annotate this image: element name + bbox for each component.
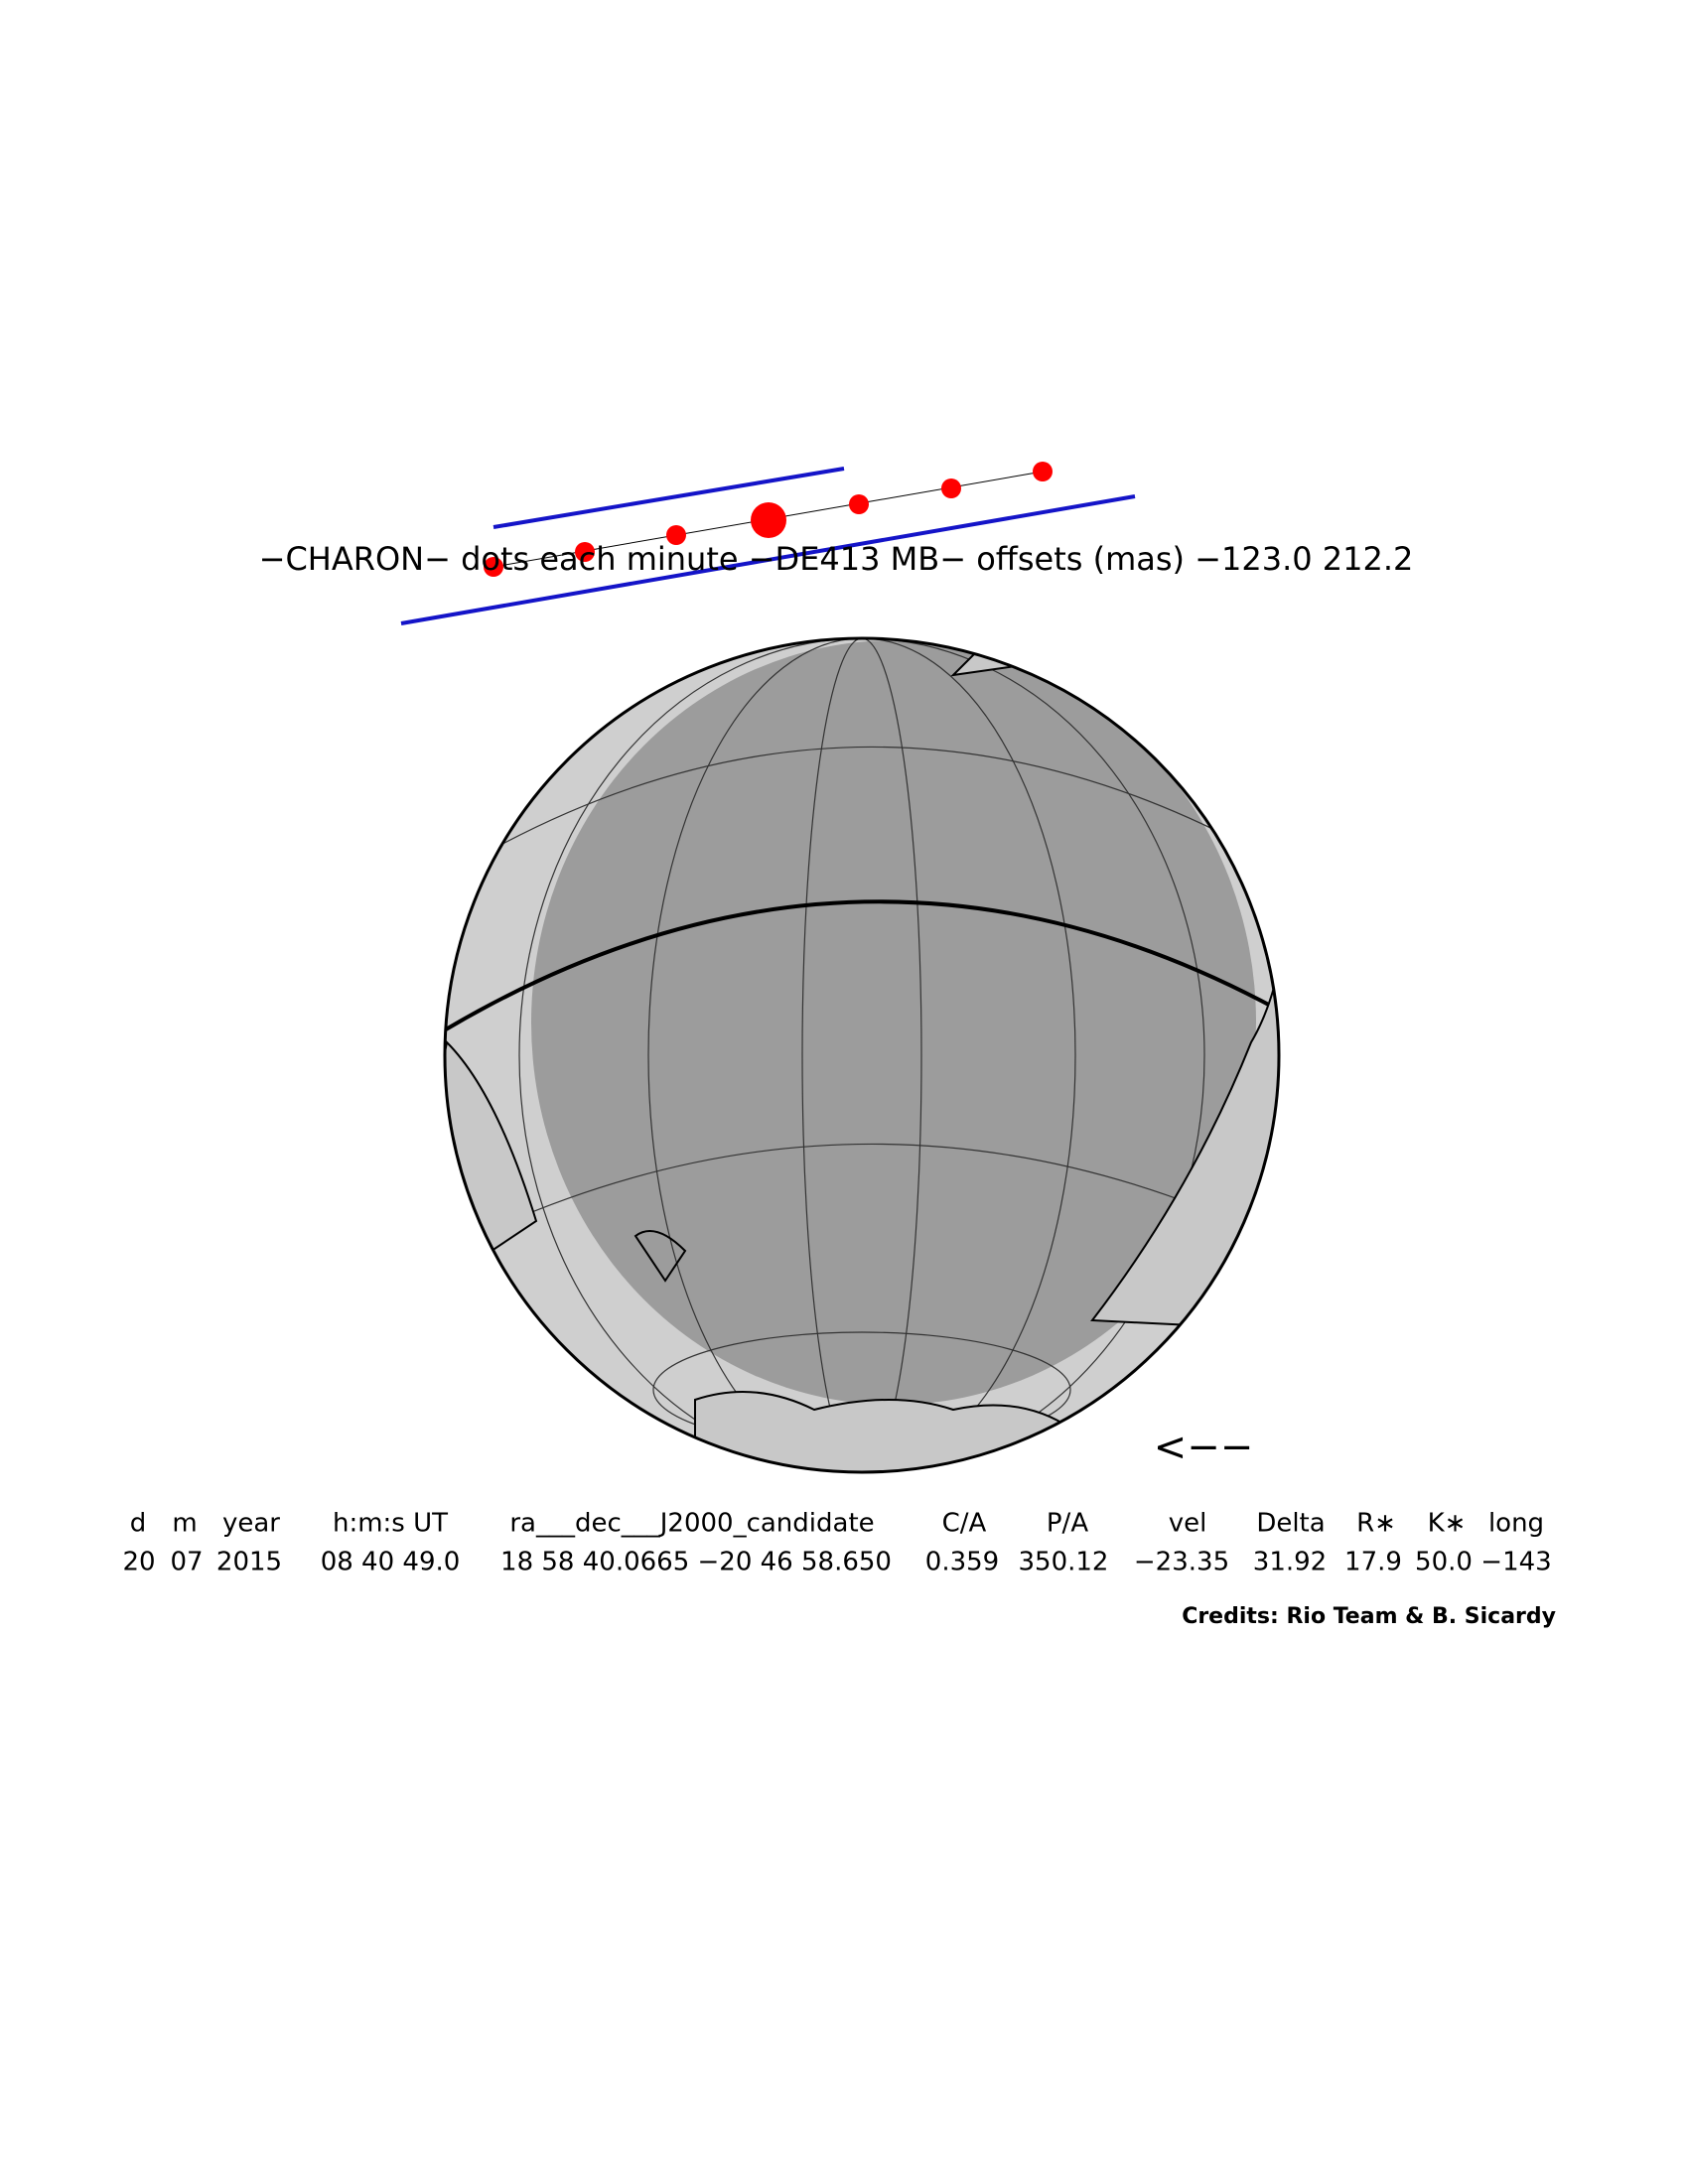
column-header: P/A [1047,1509,1088,1539]
minute-dot [1033,462,1053,481]
column-header: year [222,1509,280,1539]
column-value: −143 [1480,1548,1551,1577]
minute-dot [941,478,961,498]
shadow-path [400,462,1136,625]
direction-arrow: <−− [1154,1425,1254,1470]
globe-outline [443,636,1281,1474]
shadow-limit [492,467,845,529]
graticule [445,638,1279,1472]
column-header: ra___dec___J2000_candidate [509,1509,874,1539]
column-value: 31.92 [1253,1548,1327,1577]
equator [445,899,1279,1031]
column-value: 350.12 [1019,1548,1109,1577]
column-value: 20 [122,1548,155,1577]
column-value: 08 40 49.0 [321,1548,461,1577]
column-value: 50.0 [1415,1548,1473,1577]
central-dot [751,502,786,538]
australia [445,1039,538,1263]
column-header: Delta [1256,1509,1325,1539]
column-header: long [1488,1509,1544,1539]
minute-dot [484,557,503,577]
column-value: 2015 [216,1548,282,1577]
south-america [1090,892,1279,1332]
column-header: d [130,1509,147,1539]
column-header: m [172,1509,197,1539]
minute-dot [575,542,595,562]
column-header: R∗ [1356,1509,1396,1539]
column-value: 17.9 [1344,1548,1402,1577]
column-value: 0.359 [925,1548,999,1577]
column-header: K∗ [1428,1509,1467,1539]
night-region [531,640,1256,1405]
column-header: C/A [942,1509,987,1539]
column-header: vel [1169,1509,1207,1539]
minute-dot [849,494,869,514]
globe [443,636,1281,1474]
column-value: −23.35 [1134,1548,1229,1577]
title: −CHARON− dots each minute −DE413 MB− off… [259,540,1414,578]
minute-dot [666,525,686,545]
column-header: h:m:s UT [333,1509,448,1539]
column-value: 18 58 40.0665 −20 46 58.650 [500,1548,892,1577]
credits: Credits: Rio Team & B. Sicardy [1182,1604,1556,1629]
new-zealand [633,1230,687,1283]
shadow-limit [400,494,1136,625]
table: d m year h:m:s UT ra___dec___J2000_candidate… [122,1509,1551,1577]
column-value: 07 [170,1548,203,1577]
